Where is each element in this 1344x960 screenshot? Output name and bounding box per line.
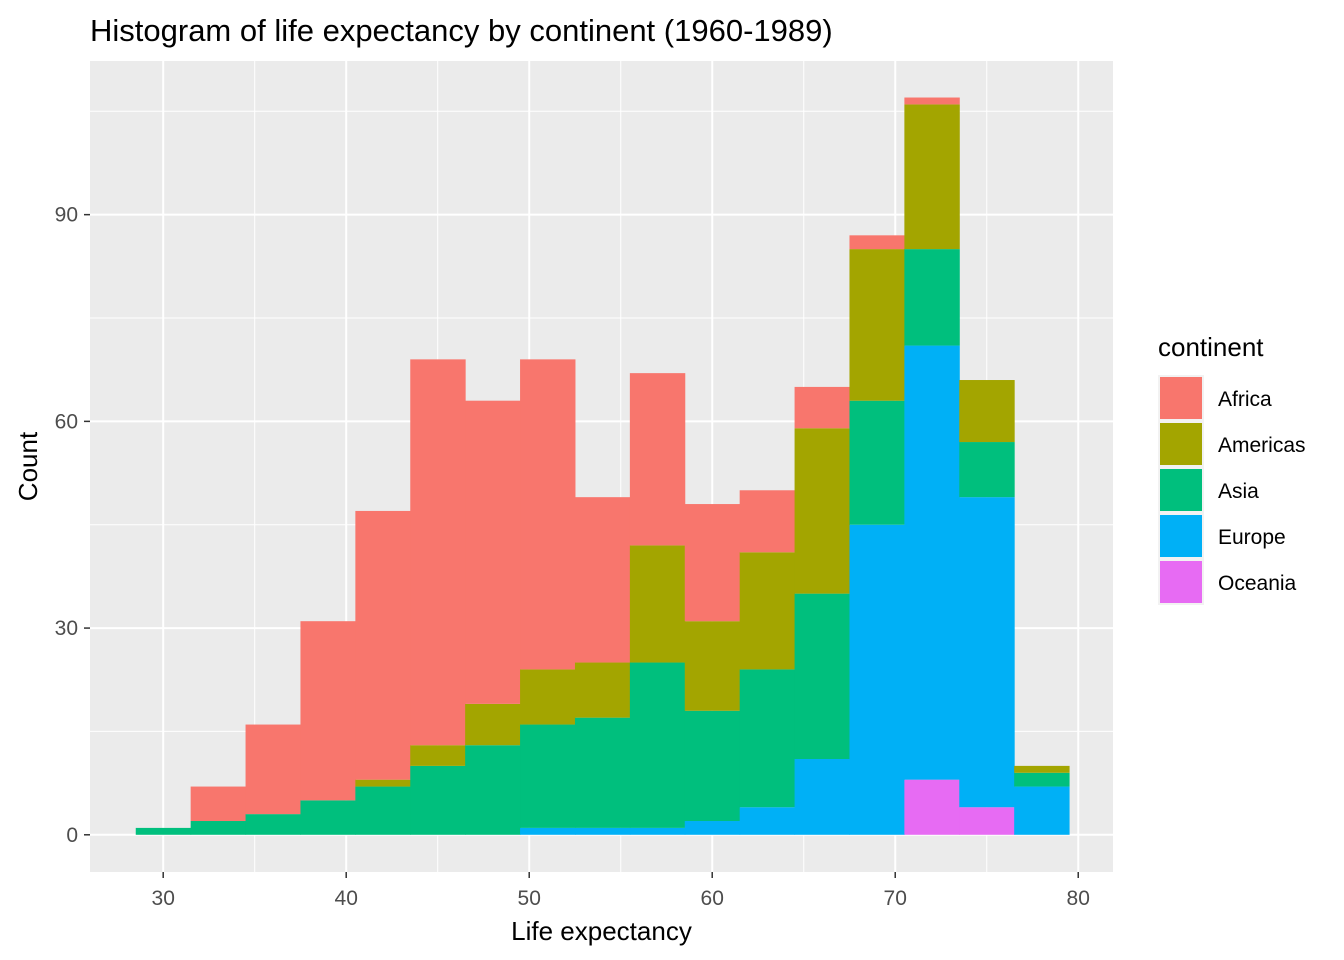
bar-asia xyxy=(849,400,905,525)
x-tick-label: 60 xyxy=(701,887,724,910)
bar-oceania xyxy=(959,807,1015,835)
bar-europe xyxy=(849,524,905,835)
y-tick-label: 60 xyxy=(55,410,78,433)
legend-label-asia: Asia xyxy=(1218,480,1259,503)
bar-asia xyxy=(629,662,686,828)
bar-africa xyxy=(574,497,631,663)
bar-americas xyxy=(849,249,905,401)
bar-asia xyxy=(245,814,301,835)
legend-label-africa: Africa xyxy=(1218,388,1272,411)
bar-europe xyxy=(959,497,1015,808)
bar-europe xyxy=(739,807,796,835)
bar-asia xyxy=(520,724,576,828)
bar-africa xyxy=(355,510,411,780)
bar-americas xyxy=(410,745,466,766)
x-tick-label: 80 xyxy=(1067,887,1090,910)
bar-americas xyxy=(520,669,576,725)
bar-americas xyxy=(904,104,960,250)
axes: 30 40 50 60 70 80 0 30 60 90 xyxy=(55,204,1090,910)
bar-americas xyxy=(355,779,411,787)
legend-swatch-africa xyxy=(1160,377,1202,419)
bar-americas xyxy=(959,380,1015,443)
legend-swatch-oceania xyxy=(1160,561,1202,603)
bar-americas xyxy=(739,552,796,670)
chart-title: Histogram of life expectancy by continen… xyxy=(90,13,833,48)
bar-asia xyxy=(684,710,741,822)
bar-europe xyxy=(794,758,850,835)
bar-asia xyxy=(465,745,521,835)
legend-title: continent xyxy=(1158,332,1264,362)
bar-africa xyxy=(465,400,521,704)
y-tick-label: 30 xyxy=(55,617,78,640)
bar-americas xyxy=(629,545,686,663)
bar-asia xyxy=(739,669,796,808)
bar-europe xyxy=(574,827,631,835)
bar-americas xyxy=(574,662,631,718)
x-axis-title: Life expectancy xyxy=(511,916,692,946)
legend-swatch-asia xyxy=(1160,469,1202,511)
bar-asia xyxy=(300,800,356,835)
bar-americas xyxy=(1014,765,1070,773)
y-tick-label: 90 xyxy=(55,204,78,227)
bar-africa xyxy=(410,359,466,746)
bar-africa xyxy=(904,97,960,105)
x-tick-label: 30 xyxy=(152,887,175,910)
legend: continent Africa Americas Asia Europe Oceani… xyxy=(1158,332,1306,605)
bar-asia xyxy=(135,827,192,835)
bar-asia xyxy=(190,821,247,835)
bar-asia xyxy=(1014,772,1070,787)
bar-europe xyxy=(684,821,741,835)
histogram-bars xyxy=(135,97,1070,835)
legend-swatch-europe xyxy=(1160,515,1202,557)
bar-africa xyxy=(300,621,356,801)
bar-europe xyxy=(520,827,576,835)
bar-asia xyxy=(959,442,1015,498)
legend-label-americas: Americas xyxy=(1218,434,1306,457)
legend-label-europe: Europe xyxy=(1218,526,1286,549)
bar-asia xyxy=(904,249,960,346)
bar-africa xyxy=(629,373,686,546)
bar-africa xyxy=(684,504,741,622)
bar-africa xyxy=(190,786,247,822)
y-tick-label: 0 xyxy=(66,824,78,847)
x-tick-label: 40 xyxy=(335,887,358,910)
bar-africa xyxy=(245,724,301,815)
bar-africa xyxy=(849,235,905,250)
bar-africa xyxy=(520,359,576,670)
x-tick-label: 70 xyxy=(884,887,907,910)
bar-americas xyxy=(684,621,741,711)
bar-europe xyxy=(904,345,960,780)
legend-label-oceania: Oceania xyxy=(1218,572,1297,595)
bar-americas xyxy=(465,703,521,746)
bar-africa xyxy=(794,386,850,429)
bar-europe xyxy=(1014,786,1070,835)
bar-americas xyxy=(794,428,850,594)
bar-asia xyxy=(794,593,850,759)
bar-asia xyxy=(574,717,631,828)
bar-oceania xyxy=(904,779,960,835)
bar-africa xyxy=(739,490,796,553)
x-tick-label: 50 xyxy=(518,887,541,910)
legend-swatch-americas xyxy=(1160,423,1202,465)
bar-asia xyxy=(410,765,466,835)
y-axis-title: Count xyxy=(13,431,43,501)
bar-asia xyxy=(355,786,411,835)
bar-europe xyxy=(629,827,686,835)
